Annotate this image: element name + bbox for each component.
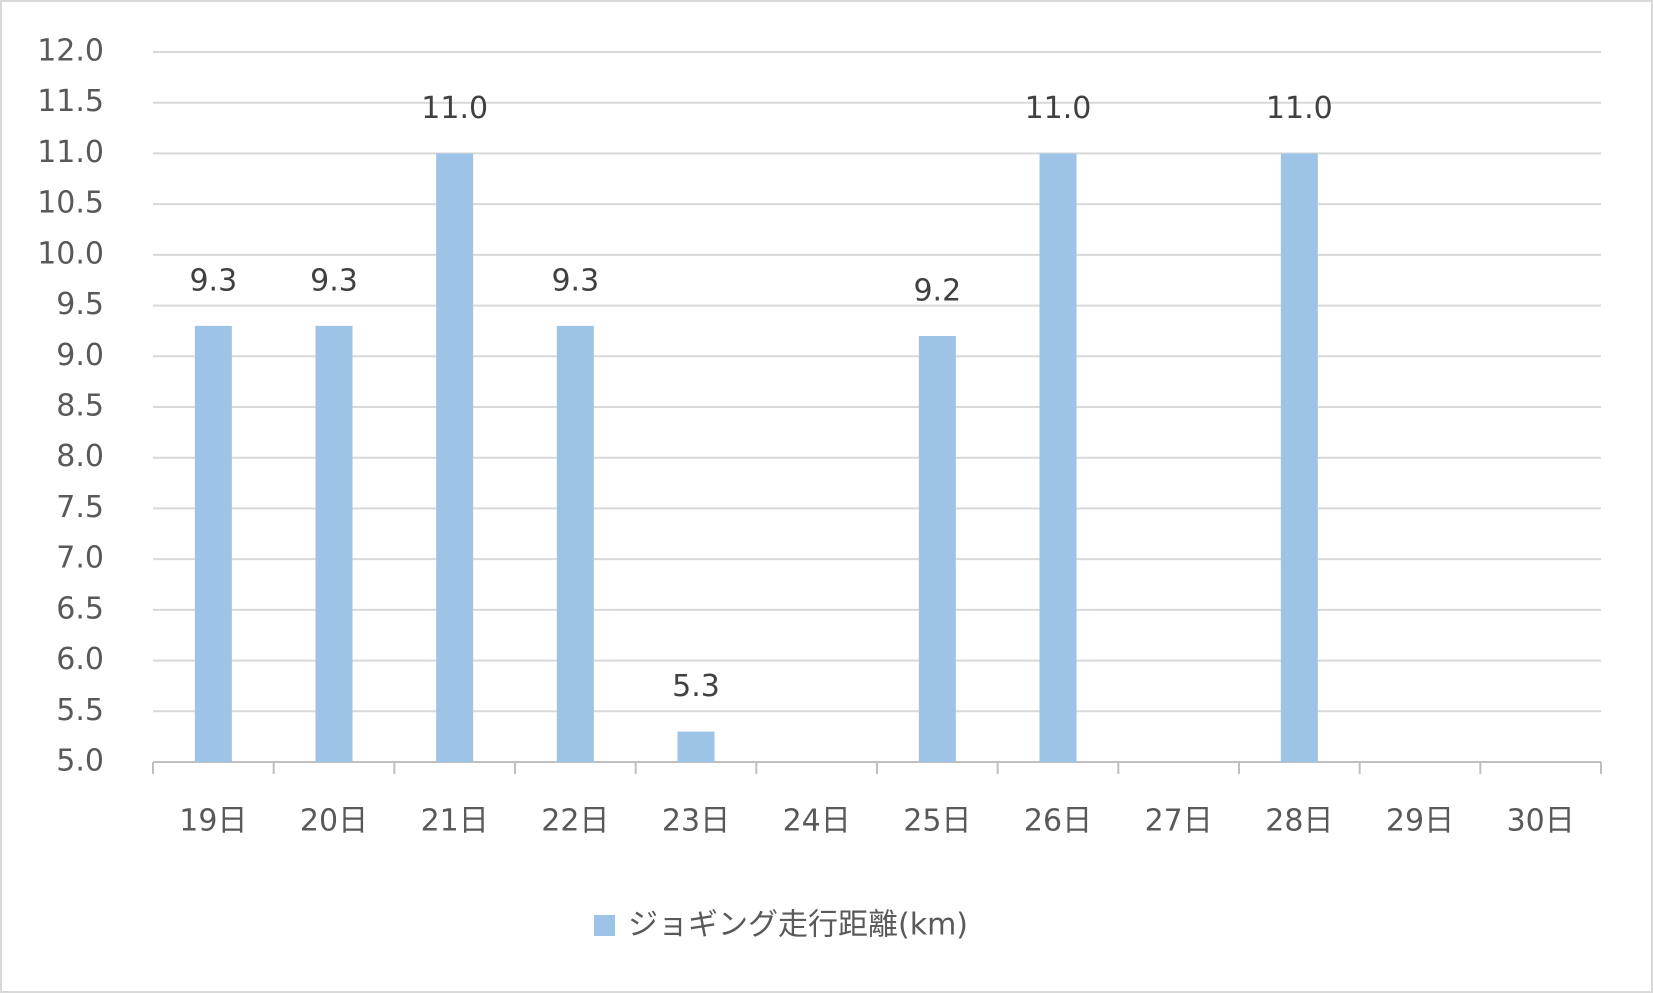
- y-tick-label: 5.0: [56, 744, 104, 779]
- data-label: 11.0: [1266, 91, 1333, 126]
- y-tick-label: 6.0: [56, 642, 104, 677]
- data-label: 9.3: [551, 263, 599, 298]
- bar: [436, 153, 474, 762]
- y-tick-label: 11.0: [37, 135, 104, 170]
- x-tick-label: 22日: [541, 804, 609, 839]
- y-tick-label: 11.5: [37, 84, 104, 119]
- x-tick-label: 21日: [421, 804, 489, 839]
- bar: [556, 325, 594, 762]
- y-tick-label: 8.0: [56, 439, 104, 474]
- legend-swatch: [594, 915, 615, 936]
- y-tick-label: 12.0: [37, 34, 104, 69]
- x-tick-label: 28日: [1265, 804, 1333, 839]
- bar: [1039, 153, 1077, 762]
- bar: [677, 731, 715, 762]
- bar: [315, 325, 353, 762]
- bar: [1280, 153, 1318, 762]
- y-tick-label: 10.5: [37, 186, 104, 221]
- x-tick-label: 23日: [662, 804, 730, 839]
- y-tick-label: 9.5: [56, 287, 104, 322]
- y-tick-label: 5.5: [56, 693, 104, 728]
- y-tick-label: 8.5: [56, 389, 104, 424]
- x-tick-label: 27日: [1145, 804, 1213, 839]
- x-tick-label: 24日: [783, 804, 851, 839]
- y-tick-label: 10.0: [37, 236, 104, 271]
- legend-label: ジョギング走行距離(km): [628, 908, 968, 943]
- x-tick-label: 19日: [179, 804, 247, 839]
- y-tick-label: 7.5: [56, 490, 104, 525]
- y-tick-label: 6.5: [56, 591, 104, 626]
- x-tick-label: 30日: [1507, 804, 1575, 839]
- x-tick-label: 20日: [300, 804, 368, 839]
- x-tick-label: 25日: [903, 804, 971, 839]
- x-tick-label: 26日: [1024, 804, 1092, 839]
- y-tick-label: 9.0: [56, 338, 104, 373]
- data-label: 9.2: [913, 274, 961, 309]
- bar: [194, 325, 232, 762]
- data-label: 11.0: [1025, 91, 1092, 126]
- x-tick-label: 29日: [1386, 804, 1454, 839]
- data-label: 5.3: [672, 669, 720, 704]
- y-tick-label: 7.0: [56, 541, 104, 576]
- bar: [918, 336, 956, 762]
- data-label: 9.3: [189, 263, 237, 298]
- data-label: 9.3: [310, 263, 358, 298]
- data-label: 11.0: [421, 91, 488, 126]
